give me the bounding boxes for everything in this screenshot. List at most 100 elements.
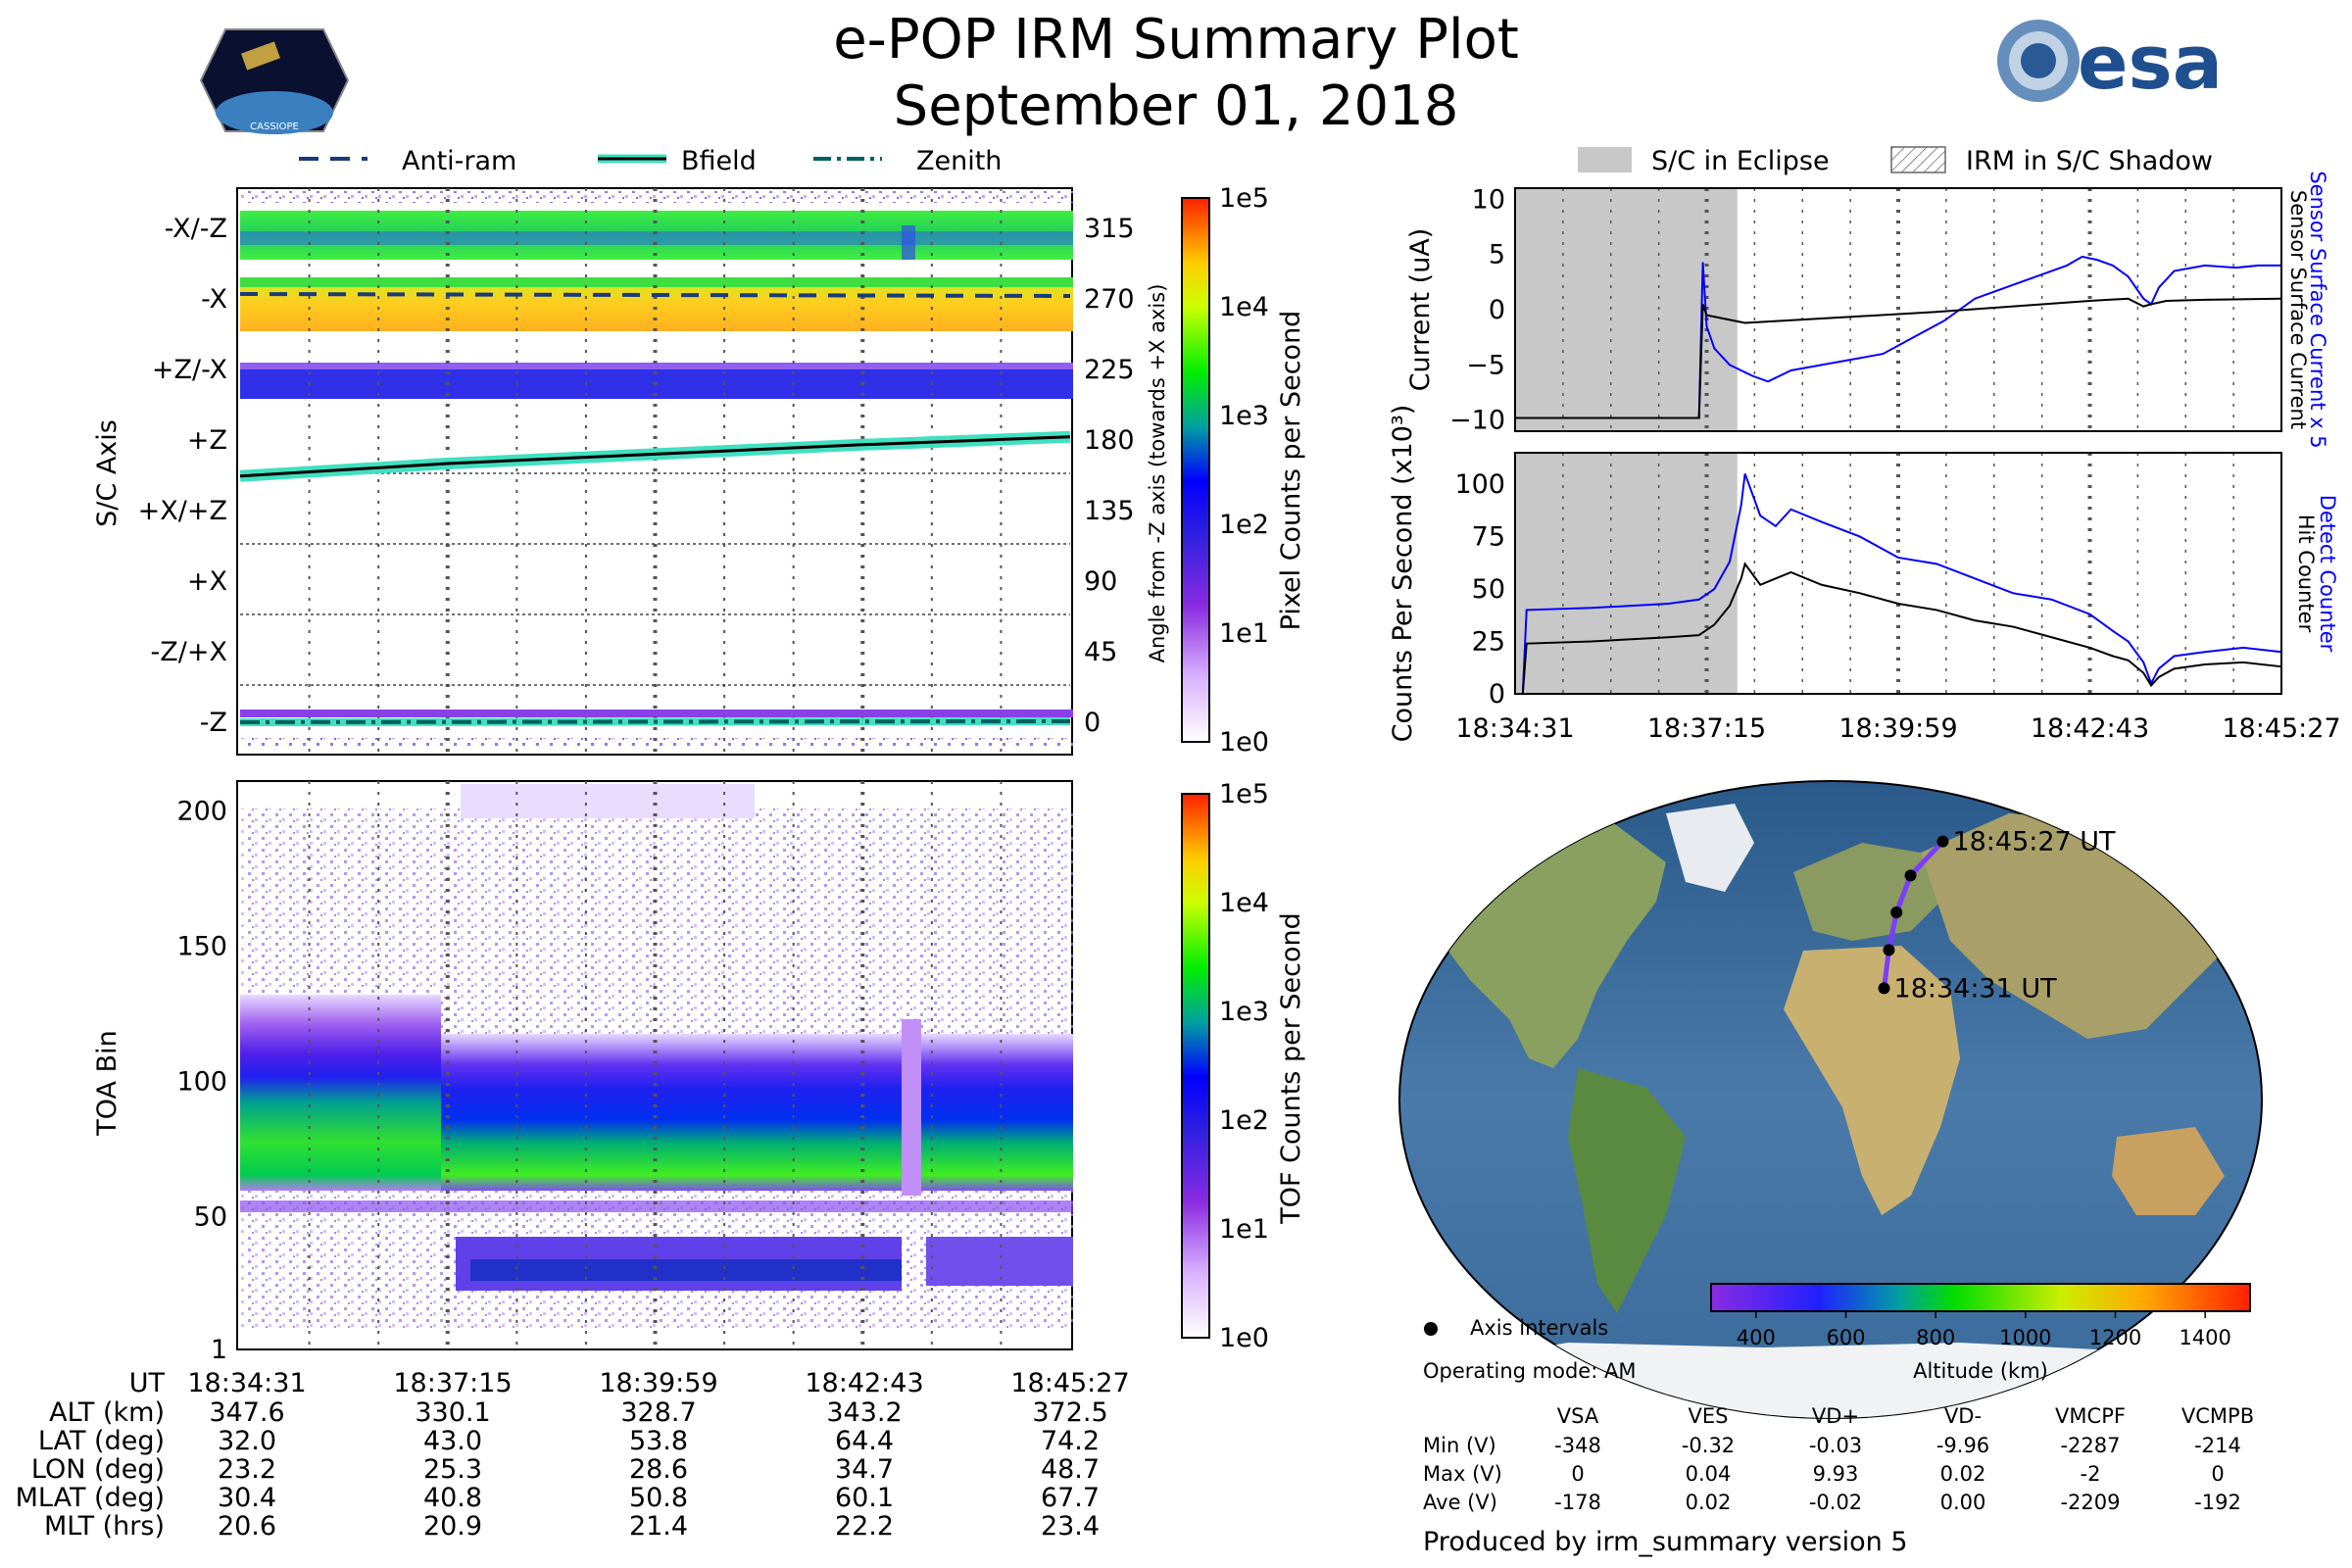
ephemeris-cell: 18:34:31 [187, 1368, 306, 1398]
voltage-cell: 0 [2211, 1462, 2224, 1486]
operating-mode: Operating mode: AM [1423, 1359, 1636, 1383]
toa-ytick-label: 200 [176, 797, 227, 827]
voltage-cell: 0.04 [1686, 1462, 1732, 1486]
sc-axis-y2tick-label: 135 [1084, 496, 1135, 526]
current-ytick-label: −10 [1449, 406, 1505, 436]
voltage-header: VMCPF [2055, 1404, 2126, 1428]
counts-xtick-label: 18:34:31 [1455, 713, 1574, 744]
ephemeris-cell: 328.7 [620, 1397, 696, 1428]
voltage-cell: -2 [2081, 1462, 2101, 1486]
ephemeris-row-label: LAT (deg) [38, 1426, 165, 1456]
ephemeris-cell: 32.0 [218, 1426, 276, 1456]
hit-counter-line [1515, 562, 2282, 695]
legend-bfield: Bfield [681, 146, 757, 176]
toa-ytick-label: 1 [211, 1335, 227, 1365]
ephemeris-cell: 50.8 [629, 1483, 688, 1513]
toa-band-late [921, 1034, 1073, 1191]
ephemeris-cell: 28.6 [629, 1454, 688, 1485]
pixel-colorbar [1181, 197, 1210, 743]
tof-colorbar-tick: 1e4 [1219, 888, 1269, 918]
voltage-row-label: Min (V) [1423, 1434, 1496, 1457]
altitude-colorbar-tick: 400 [1737, 1326, 1776, 1349]
altitude-colorbar-label: Altitude (km) [1913, 1359, 2048, 1383]
voltage-header: VD+ [1812, 1404, 1859, 1428]
ephemeris-row-label: ALT (km) [49, 1397, 165, 1428]
ephemeris-row-label: LON (deg) [31, 1454, 165, 1485]
axis-intervals-marker [1424, 1322, 1438, 1336]
tof-colorbar-tick: 1e5 [1219, 779, 1269, 809]
sc-axis-y2tick-label: 0 [1084, 708, 1101, 738]
continent-south-america [1568, 1068, 1686, 1313]
track-point [1890, 906, 1903, 919]
counts-ytick-label: 75 [1472, 522, 1505, 553]
page-title: e-POP IRM Summary Plot [833, 8, 1519, 72]
ephemeris-cell: 48.7 [1041, 1454, 1100, 1485]
toa-ytick-label: 100 [176, 1067, 227, 1098]
sc-axis-y2tick-label: 315 [1084, 214, 1135, 244]
sc-axis-ytick-label: +Z/-X [152, 355, 227, 385]
legend-shadow: IRM in S/C Shadow [1966, 146, 2213, 176]
current-ytick-label: −5 [1466, 350, 1505, 380]
tof-colorbar [1181, 793, 1210, 1339]
legend-anti-ram: Anti-ram [402, 146, 516, 176]
ephemeris-cell: 60.1 [835, 1483, 894, 1513]
ephemeris-cell: 64.4 [835, 1426, 894, 1456]
ephemeris-cell: 347.6 [209, 1397, 284, 1428]
track-point [1904, 869, 1917, 882]
track-point-label: 18:34:31 UT [1894, 973, 2058, 1004]
counts-xtick-label: 18:42:43 [2031, 713, 2149, 744]
counts-y2label-bottom: Hit Counter [2294, 514, 2318, 633]
toa-band-early [240, 995, 441, 1191]
ephemeris-cell: 43.0 [423, 1426, 482, 1456]
current-ytick-label: 10 [1472, 184, 1505, 215]
pixel-colorbar-tick: 1e0 [1219, 727, 1269, 758]
track-point [1878, 982, 1890, 995]
track-point [1936, 835, 1949, 848]
voltage-row-label: Max (V) [1423, 1462, 1502, 1486]
esa-logo: esa [1997, 19, 2223, 106]
detect-counter-line [1515, 473, 2282, 695]
sc-axis-ytick-label: -Z/+X [151, 637, 227, 667]
sc-axis-y2tick-label: 270 [1084, 284, 1135, 315]
sc-axis-y2tick-label: 225 [1084, 355, 1135, 385]
zenith-line [239, 719, 1071, 724]
legend-eclipse: S/C in Eclipse [1651, 146, 1830, 176]
voltage-header: VSA [1557, 1404, 1599, 1428]
tof-colorbar-tick: 1e2 [1219, 1105, 1269, 1136]
ephemeris-row-label: MLT (hrs) [44, 1511, 165, 1542]
sc-axis-ytick-label: -Z [200, 708, 227, 738]
ephemeris-cell: 25.3 [423, 1454, 482, 1485]
voltage-table: VSA VES VD+ VD- VMCPF VCMPB Min (V) -348 -0.32 -0… [1423, 1404, 2254, 1514]
ephemeris-cell: 23.2 [218, 1454, 276, 1485]
sc-axis-y2tick-label: 180 [1084, 425, 1135, 456]
voltage-header: VCMPB [2181, 1404, 2254, 1428]
toa-ytick-label: 50 [194, 1202, 227, 1233]
voltage-cell: 0.00 [1940, 1491, 1986, 1514]
altitude-colorbar-tick: 800 [1916, 1326, 1955, 1349]
voltage-cell: -2287 [2060, 1434, 2120, 1457]
voltage-cell: -9.96 [1936, 1434, 1989, 1457]
footer-text: Produced by irm_summary version 5 [1423, 1527, 1908, 1557]
counts-ytick-label: 50 [1472, 574, 1505, 605]
continent-europe [1793, 843, 1940, 941]
voltage-cell: -214 [2194, 1434, 2241, 1457]
tof-colorbar-label: TOF Counts per Second [1276, 912, 1306, 1225]
altitude-colorbar-tick: 1400 [2179, 1326, 2230, 1349]
pixel-colorbar-tick: 1e4 [1219, 292, 1269, 322]
ephemeris-cell: 53.8 [629, 1426, 688, 1456]
voltage-cell: 0 [1571, 1462, 1584, 1486]
sc-axis-y2label: Angle from -Z axis (towards +X axis) [1146, 284, 1169, 663]
sc-axis-ytick-label: +X/+Z [138, 496, 227, 526]
mission-logo-text: CASSIOPE [250, 122, 299, 132]
sc-axis-ytick-label: -X/-Z [165, 214, 227, 244]
pixel-colorbar-label: Pixel Counts per Second [1276, 311, 1306, 631]
voltage-header: VES [1689, 1404, 1729, 1428]
toa-band-mid [441, 1034, 902, 1191]
sc-axis-ytick-label: +X [187, 566, 227, 597]
continent-africa [1784, 946, 1960, 1215]
ephemeris-cell: 18:37:15 [393, 1368, 512, 1398]
esa-logo-text: esa [2078, 19, 2223, 106]
